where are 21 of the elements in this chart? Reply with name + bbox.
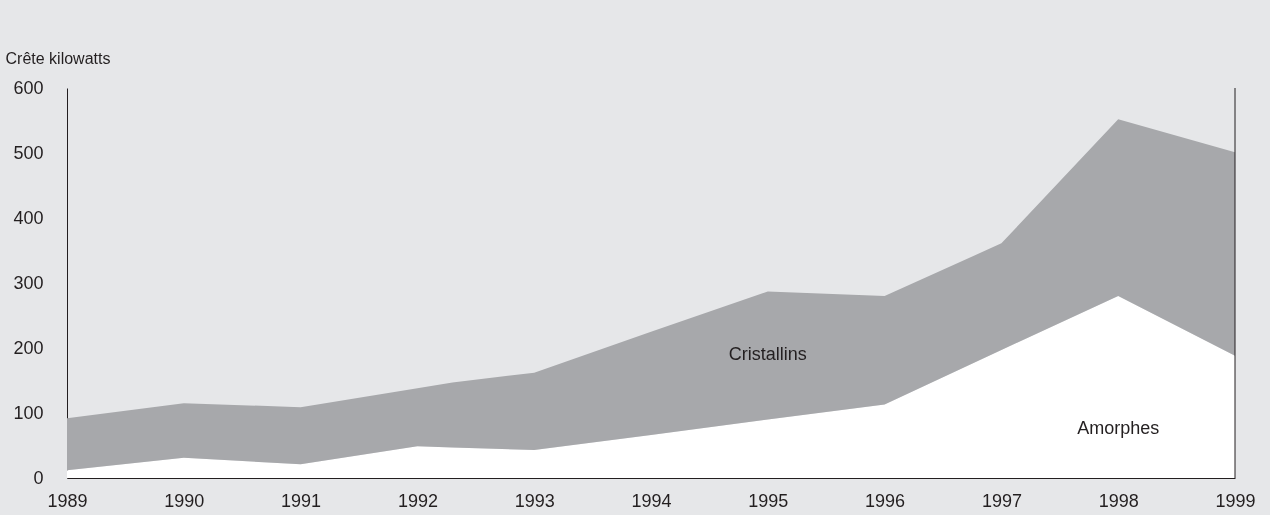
- x-tick-label: 1994: [631, 490, 672, 511]
- x-tick-label: 1991: [281, 490, 322, 511]
- y-tick-label: 400: [13, 207, 44, 228]
- x-tick-label: 1990: [164, 490, 205, 511]
- x-tick-label: 1999: [1215, 490, 1256, 511]
- x-tick-label: 1992: [397, 490, 438, 511]
- x-tick-label: 1996: [865, 490, 906, 511]
- x-tick-label: 1995: [748, 490, 789, 511]
- y-tick-label: 100: [13, 402, 44, 423]
- x-tick-label: 1998: [1098, 490, 1139, 511]
- y-tick-label: 200: [13, 337, 44, 358]
- y-tick-label: 500: [13, 142, 44, 163]
- y-axis-title: Crête kilowatts: [5, 49, 111, 67]
- series-label: Cristallins: [728, 344, 807, 365]
- y-tick-label: 600: [13, 77, 44, 98]
- y-tick-label: 0: [33, 467, 44, 488]
- series-label: Amorphes: [1077, 417, 1160, 438]
- y-tick-label: 300: [13, 272, 44, 293]
- x-tick-label: 1989: [47, 490, 88, 511]
- x-tick-label: 1993: [514, 490, 555, 511]
- x-tick-label: 1997: [981, 490, 1022, 511]
